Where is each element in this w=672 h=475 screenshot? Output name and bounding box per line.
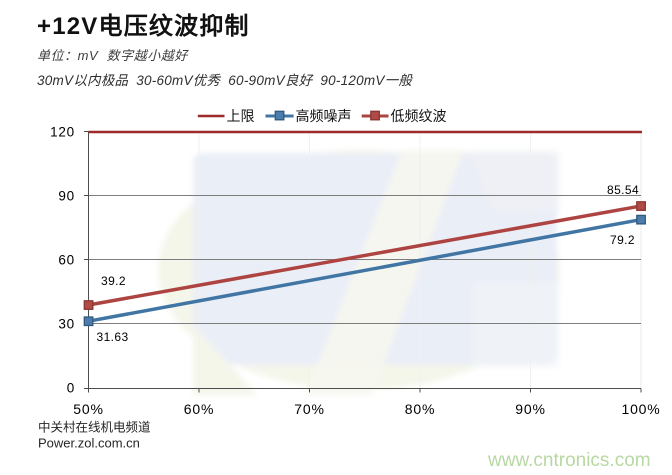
- svg-text:30mV以内极品 30-60mV优秀 60-90mV良好: 30mV以内极品 30-60mV优秀 60-90mV良好 90-120mV一般: [37, 73, 413, 88]
- svg-text:31.63: 31.63: [97, 330, 129, 344]
- svg-text:90: 90: [58, 189, 75, 204]
- svg-text:0: 0: [67, 381, 75, 396]
- svg-text:60: 60: [58, 253, 75, 268]
- svg-text:85.54: 85.54: [607, 183, 639, 197]
- svg-text:80%: 80%: [405, 401, 435, 417]
- svg-text:中关村在线机电频道: 中关村在线机电频道: [38, 420, 151, 435]
- svg-text:Power.zol.com.cn: Power.zol.com.cn: [38, 436, 140, 451]
- svg-text:高频噪声: 高频噪声: [296, 108, 352, 124]
- svg-text:90%: 90%: [515, 401, 545, 417]
- svg-text:50%: 50%: [73, 401, 103, 417]
- svg-text:39.2: 39.2: [101, 274, 126, 288]
- svg-text:30: 30: [58, 317, 75, 332]
- svg-text:www.cntronics.com: www.cntronics.com: [487, 450, 651, 471]
- svg-text:+12V电压纹波抑制: +12V电压纹波抑制: [37, 12, 250, 40]
- svg-text:100%: 100%: [621, 401, 660, 417]
- svg-text:79.2: 79.2: [610, 233, 635, 247]
- svg-text:低频纹波: 低频纹波: [391, 108, 447, 124]
- svg-text:120: 120: [50, 125, 75, 140]
- svg-text:上限: 上限: [227, 108, 255, 124]
- svg-text:60%: 60%: [184, 401, 214, 417]
- svg-text:70%: 70%: [294, 401, 324, 417]
- svg-text:单位：mV 数字越小越好: 单位：mV 数字越小越好: [37, 48, 189, 63]
